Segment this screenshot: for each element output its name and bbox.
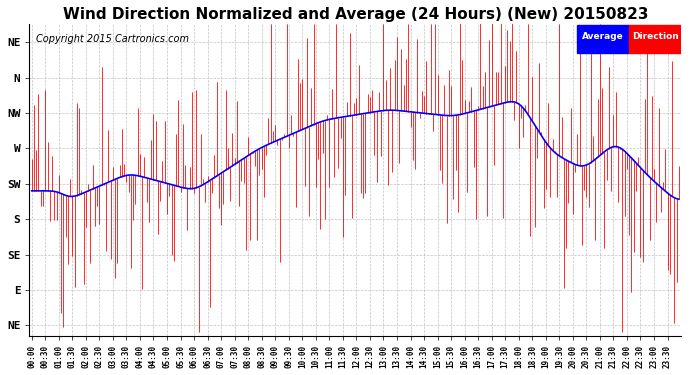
Text: Average: Average [582, 33, 624, 42]
FancyBboxPatch shape [577, 24, 629, 52]
Text: Direction: Direction [631, 33, 678, 42]
Title: Wind Direction Normalized and Average (24 Hours) (New) 20150823: Wind Direction Normalized and Average (2… [63, 7, 648, 22]
FancyBboxPatch shape [629, 24, 681, 52]
Text: Copyright 2015 Cartronics.com: Copyright 2015 Cartronics.com [36, 34, 189, 44]
